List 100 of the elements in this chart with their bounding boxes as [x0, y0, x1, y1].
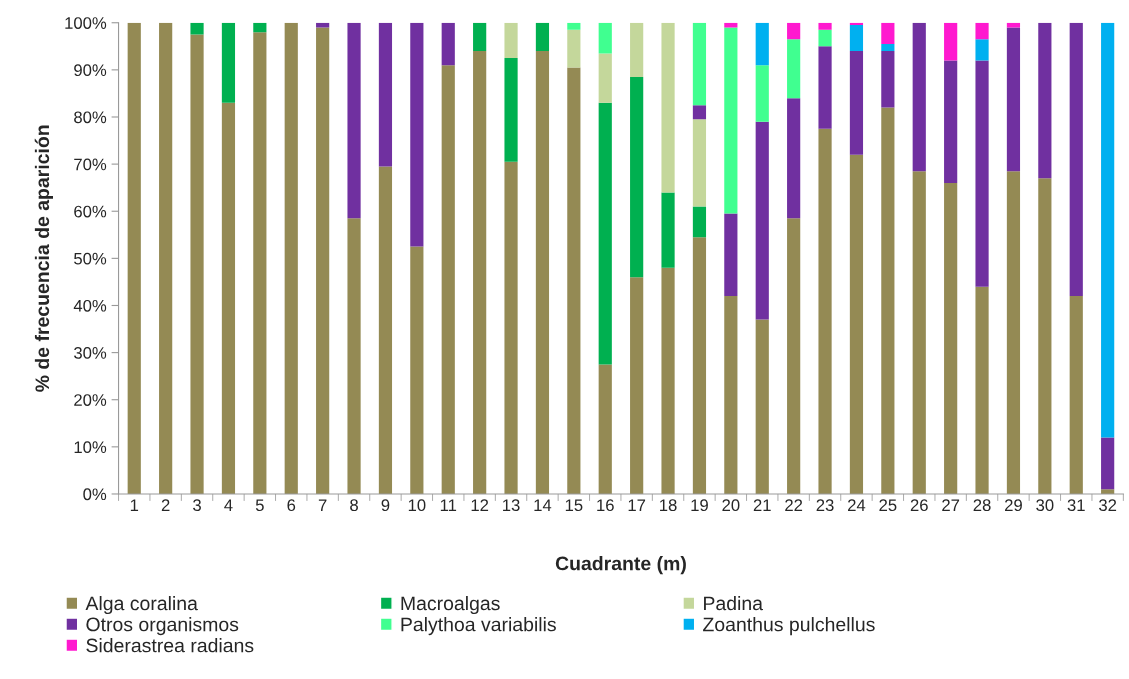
bar	[881, 43, 895, 52]
bar	[692, 237, 707, 494]
y-tick-label: 60%	[74, 205, 107, 218]
bar	[975, 286, 989, 494]
y-tick-label: 30%	[74, 347, 107, 359]
bar	[347, 218, 361, 494]
bar	[504, 161, 518, 494]
legend-label: Alga coralina	[85, 596, 198, 615]
bar	[1101, 437, 1115, 490]
bar	[410, 22, 424, 247]
bar	[944, 182, 958, 494]
x-tick-label: 29	[1005, 499, 1022, 512]
bar	[692, 206, 707, 238]
bar	[567, 29, 581, 68]
x-tick-label: 16	[597, 499, 614, 512]
legend-label: Padina	[704, 596, 763, 611]
legend-label: Siderastrea radians	[86, 638, 254, 653]
bar	[284, 22, 298, 494]
y-tick-label: 10%	[74, 441, 107, 454]
bar	[473, 22, 487, 52]
x-tick-label: 21	[753, 499, 771, 511]
bar	[535, 51, 550, 494]
x-tick-label: 17	[628, 499, 646, 511]
bar	[190, 22, 204, 35]
bar	[692, 119, 707, 207]
bar	[692, 22, 707, 106]
bar	[912, 171, 926, 494]
bar	[787, 22, 801, 40]
x-tick-label: 3	[193, 499, 201, 512]
bar	[473, 51, 487, 494]
bar	[661, 192, 675, 268]
x-tick-label: 7	[318, 499, 327, 511]
y-tick-label: 0%	[83, 488, 107, 501]
bar	[253, 32, 267, 494]
y-tick-label: 100%	[65, 17, 107, 29]
y-axis-title: % de frecuencia de aparición	[34, 125, 53, 392]
bar	[1006, 27, 1021, 172]
bar	[159, 22, 173, 494]
x-tick-label: 30	[1036, 499, 1054, 512]
bar	[1101, 22, 1115, 438]
bar	[598, 53, 612, 103]
legend-label: Otros organismos	[86, 617, 239, 636]
bar	[849, 51, 864, 155]
x-tick-label: 1	[130, 499, 139, 511]
x-tick-label: 32	[1099, 499, 1117, 512]
bar	[975, 22, 989, 40]
x-tick-label: 15	[565, 499, 583, 512]
bar	[944, 60, 958, 183]
legend-label: Zoanthus pulchellus	[703, 617, 875, 636]
x-tick-label: 24	[848, 499, 866, 511]
bar	[441, 65, 455, 494]
bar	[598, 364, 612, 494]
bar	[1038, 178, 1052, 494]
bar	[755, 65, 769, 122]
x-tick-label: 10	[408, 499, 426, 512]
x-tick-label: 28	[973, 499, 991, 512]
x-tick-label: 11	[440, 499, 457, 511]
y-tick-label: 50%	[74, 252, 107, 265]
bar	[441, 22, 455, 66]
bar	[504, 58, 518, 162]
bar	[567, 22, 581, 30]
x-tick-label: 12	[471, 499, 489, 511]
bar	[378, 22, 393, 167]
bar	[975, 60, 989, 287]
bar	[912, 22, 926, 172]
bar	[787, 39, 801, 99]
bar	[316, 27, 330, 494]
bar	[724, 27, 738, 214]
bar	[504, 22, 518, 59]
y-tick-label: 90%	[74, 64, 107, 77]
bar	[818, 22, 832, 30]
bar	[755, 22, 769, 66]
x-tick-label: 19	[691, 499, 708, 512]
bar	[849, 25, 864, 52]
bar	[127, 22, 141, 494]
x-tick-label: 8	[350, 499, 358, 512]
legend-label: Palythoa variabilis	[401, 617, 556, 636]
x-tick-label: 9	[381, 499, 390, 512]
bar	[724, 296, 738, 494]
bar	[755, 121, 769, 320]
x-tick-label: 26	[910, 499, 928, 512]
legend-label: Macroalgas	[401, 596, 500, 615]
x-tick-label: 25	[879, 499, 897, 512]
bar	[692, 105, 707, 120]
x-tick-label: 4	[224, 499, 233, 511]
bar	[378, 166, 393, 494]
bar	[724, 213, 738, 297]
bar	[818, 46, 832, 129]
bar	[975, 39, 989, 61]
bar	[630, 277, 644, 494]
x-tick-label: 23	[816, 499, 834, 512]
bar	[630, 22, 644, 77]
bar	[818, 29, 832, 47]
bar	[567, 67, 581, 494]
y-tick-label: 70%	[74, 158, 107, 171]
bar	[1006, 171, 1021, 494]
bar	[630, 76, 644, 278]
x-tick-label: 14	[534, 499, 552, 511]
bar	[535, 22, 550, 52]
bar	[1069, 22, 1083, 297]
